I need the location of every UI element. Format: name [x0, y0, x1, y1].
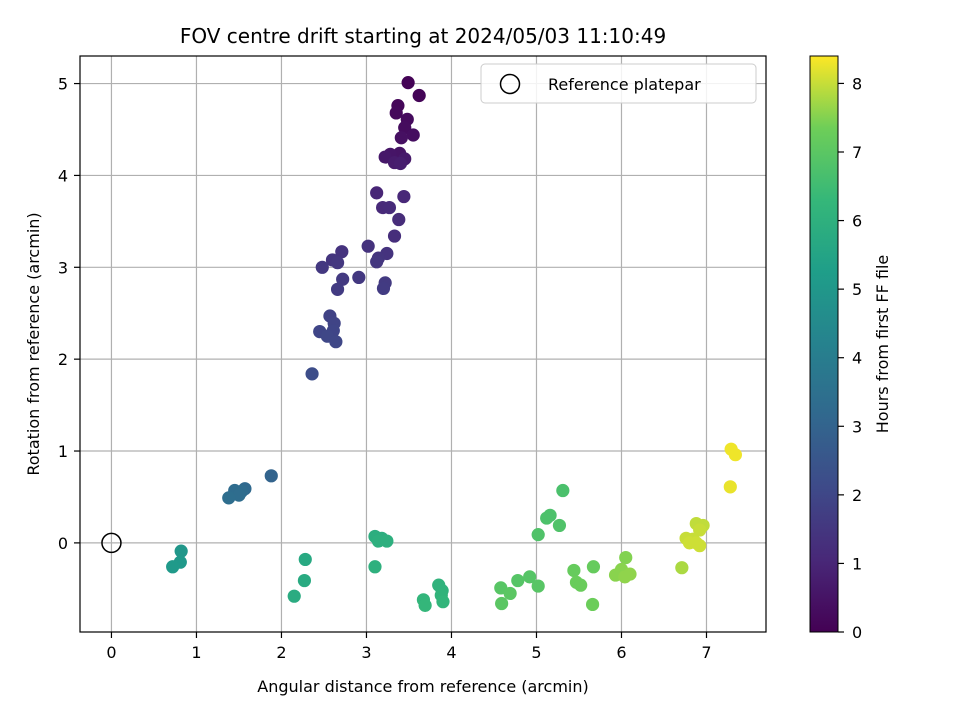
data-point	[392, 212, 406, 227]
x-tick-label: 4	[446, 643, 456, 662]
y-tick-label: 2	[58, 350, 68, 369]
colorbar: 0 1 2 3 4 5 6 7 8 Hours from first FF file	[809, 55, 892, 642]
data-point	[361, 239, 375, 253]
data-point	[397, 189, 411, 204]
data-point	[315, 260, 329, 274]
data-point	[336, 272, 350, 286]
data-point	[305, 367, 319, 381]
data-point	[393, 156, 408, 171]
colorbar-frame	[809, 55, 839, 633]
colorbar-tick-label: 4	[852, 349, 862, 368]
data-point	[368, 560, 382, 574]
data-point	[675, 561, 689, 575]
x-tick-label: 2	[276, 643, 286, 662]
data-point	[394, 131, 408, 145]
legend-box	[480, 63, 757, 104]
data-point	[406, 128, 420, 142]
x-tick-label: 3	[361, 643, 371, 662]
colorbar-gradient	[810, 56, 838, 632]
data-point	[370, 255, 384, 269]
colorbar-tick-label: 8	[852, 74, 862, 93]
colorbar-tick-label: 3	[852, 417, 862, 436]
data-point	[531, 528, 545, 542]
y-axis-ticks: 0 1 2 3 4 5	[58, 75, 80, 553]
y-tick-label: 5	[58, 75, 68, 94]
data-point	[330, 256, 345, 270]
data-point	[693, 523, 707, 537]
legend: Reference platepar	[480, 63, 757, 104]
data-point	[556, 483, 570, 498]
colorbar-tick-label: 6	[852, 212, 862, 231]
data-point	[287, 589, 301, 603]
plot-frame	[79, 55, 767, 633]
data-point	[728, 448, 742, 462]
data-point	[511, 573, 525, 588]
data-point	[567, 563, 581, 578]
data-point	[264, 469, 278, 483]
colorbar-tick-label: 5	[852, 280, 862, 299]
data-point	[412, 88, 426, 103]
y-tick-label: 3	[58, 258, 68, 277]
reference-platepar-marker	[101, 532, 122, 554]
data-point	[523, 570, 537, 584]
data-point	[335, 245, 349, 259]
data-points	[101, 76, 742, 612]
y-tick-label: 4	[58, 166, 68, 185]
colorbar-tick-label: 0	[852, 623, 862, 642]
data-point	[552, 518, 567, 533]
colorbar-tick-label: 7	[852, 143, 862, 162]
x-axis-ticks: 0 1 2 3 4 5 6 7	[106, 632, 712, 662]
data-point	[495, 596, 509, 611]
x-tick-label: 5	[531, 643, 541, 662]
y-axis-label: Rotation from reference (arcmin)	[24, 212, 43, 475]
data-point	[298, 552, 312, 567]
data-point	[382, 200, 397, 215]
y-tick-label: 1	[58, 442, 68, 461]
data-point	[586, 560, 601, 574]
data-point	[693, 539, 707, 553]
data-point	[389, 106, 403, 120]
data-point	[723, 480, 737, 494]
data-point	[380, 534, 394, 548]
data-point	[619, 550, 633, 565]
data-point	[174, 544, 188, 558]
data-point	[418, 598, 432, 612]
data-point	[585, 597, 600, 612]
data-point	[540, 511, 554, 525]
data-point	[387, 229, 402, 243]
data-point	[401, 76, 415, 90]
chart-title: FOV centre drift starting at 2024/05/03 …	[180, 24, 666, 48]
data-point	[370, 186, 384, 200]
data-point	[623, 567, 637, 581]
data-point	[352, 270, 366, 284]
legend-marker-reference	[499, 73, 521, 95]
data-point	[166, 560, 180, 574]
data-point	[232, 488, 246, 502]
data-point	[329, 335, 343, 349]
data-point	[222, 491, 236, 505]
data-point	[503, 586, 517, 601]
data-point	[297, 573, 312, 588]
colorbar-tick-label: 2	[852, 486, 862, 505]
data-point	[531, 579, 545, 593]
x-tick-label: 7	[701, 643, 711, 662]
data-point	[574, 578, 588, 592]
legend-label-reference: Reference platepar	[548, 75, 701, 94]
colorbar-ticks: 0 1 2 3 4 5 6 7 8	[838, 74, 862, 642]
x-tick-label: 0	[106, 643, 116, 662]
x-tick-label: 1	[191, 643, 201, 662]
data-point	[376, 281, 391, 296]
x-tick-label: 6	[616, 643, 626, 662]
data-point	[330, 282, 345, 296]
x-axis-label: Angular distance from reference (arcmin)	[257, 677, 588, 696]
colorbar-tick-label: 1	[852, 554, 862, 573]
y-tick-label: 0	[58, 534, 68, 553]
colorbar-label: Hours from first FF file	[873, 255, 892, 434]
data-point	[436, 595, 450, 609]
